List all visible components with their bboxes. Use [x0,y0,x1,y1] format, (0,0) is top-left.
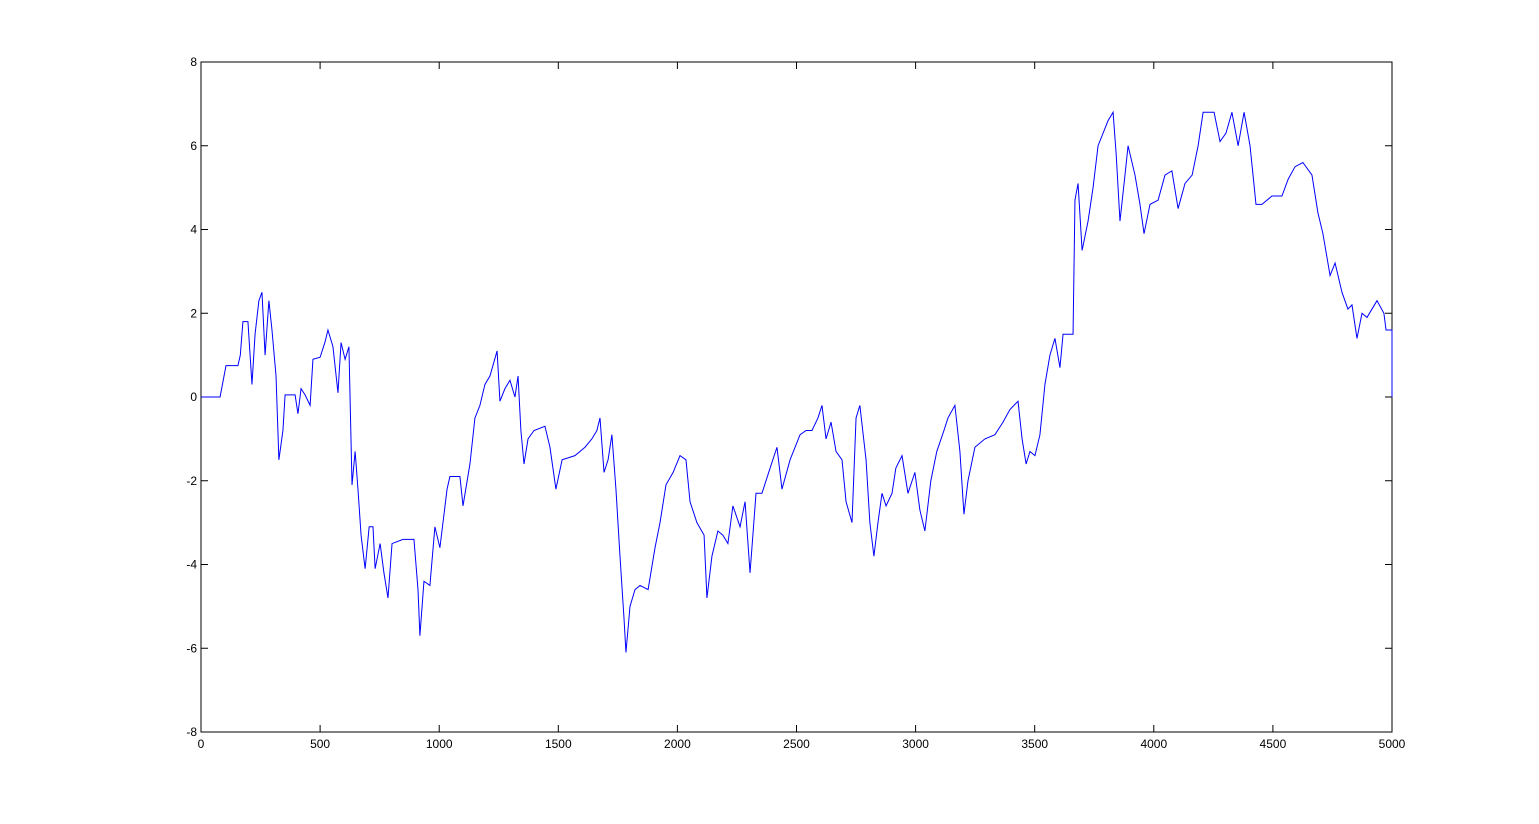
x-tick-label: 2000 [664,737,691,751]
x-tick-label: 4500 [1260,737,1287,751]
x-tick-label: 4000 [1140,737,1167,751]
x-tick-label: 1000 [426,737,453,751]
y-tick-label: 6 [190,139,197,153]
y-tick-label: -4 [186,558,197,572]
y-tick-label: -8 [186,725,197,739]
x-tick-label: 1500 [545,737,572,751]
y-tick-label: -2 [186,474,197,488]
y-tick-label: 4 [190,223,197,237]
y-tick-label: 0 [190,390,197,404]
x-tick-label: 3500 [1021,737,1048,751]
x-tick-label: 500 [310,737,330,751]
y-tick-label: 8 [190,55,197,69]
x-tick-label: 5000 [1379,737,1406,751]
y-tick-label: 2 [190,306,197,320]
x-tick-label: 0 [198,737,205,751]
y-tick-label: -6 [186,641,197,655]
data-line [201,110,1393,653]
x-tick-label: 3000 [902,737,929,751]
plot-area [200,61,1393,733]
x-tick-label: 2500 [783,737,810,751]
